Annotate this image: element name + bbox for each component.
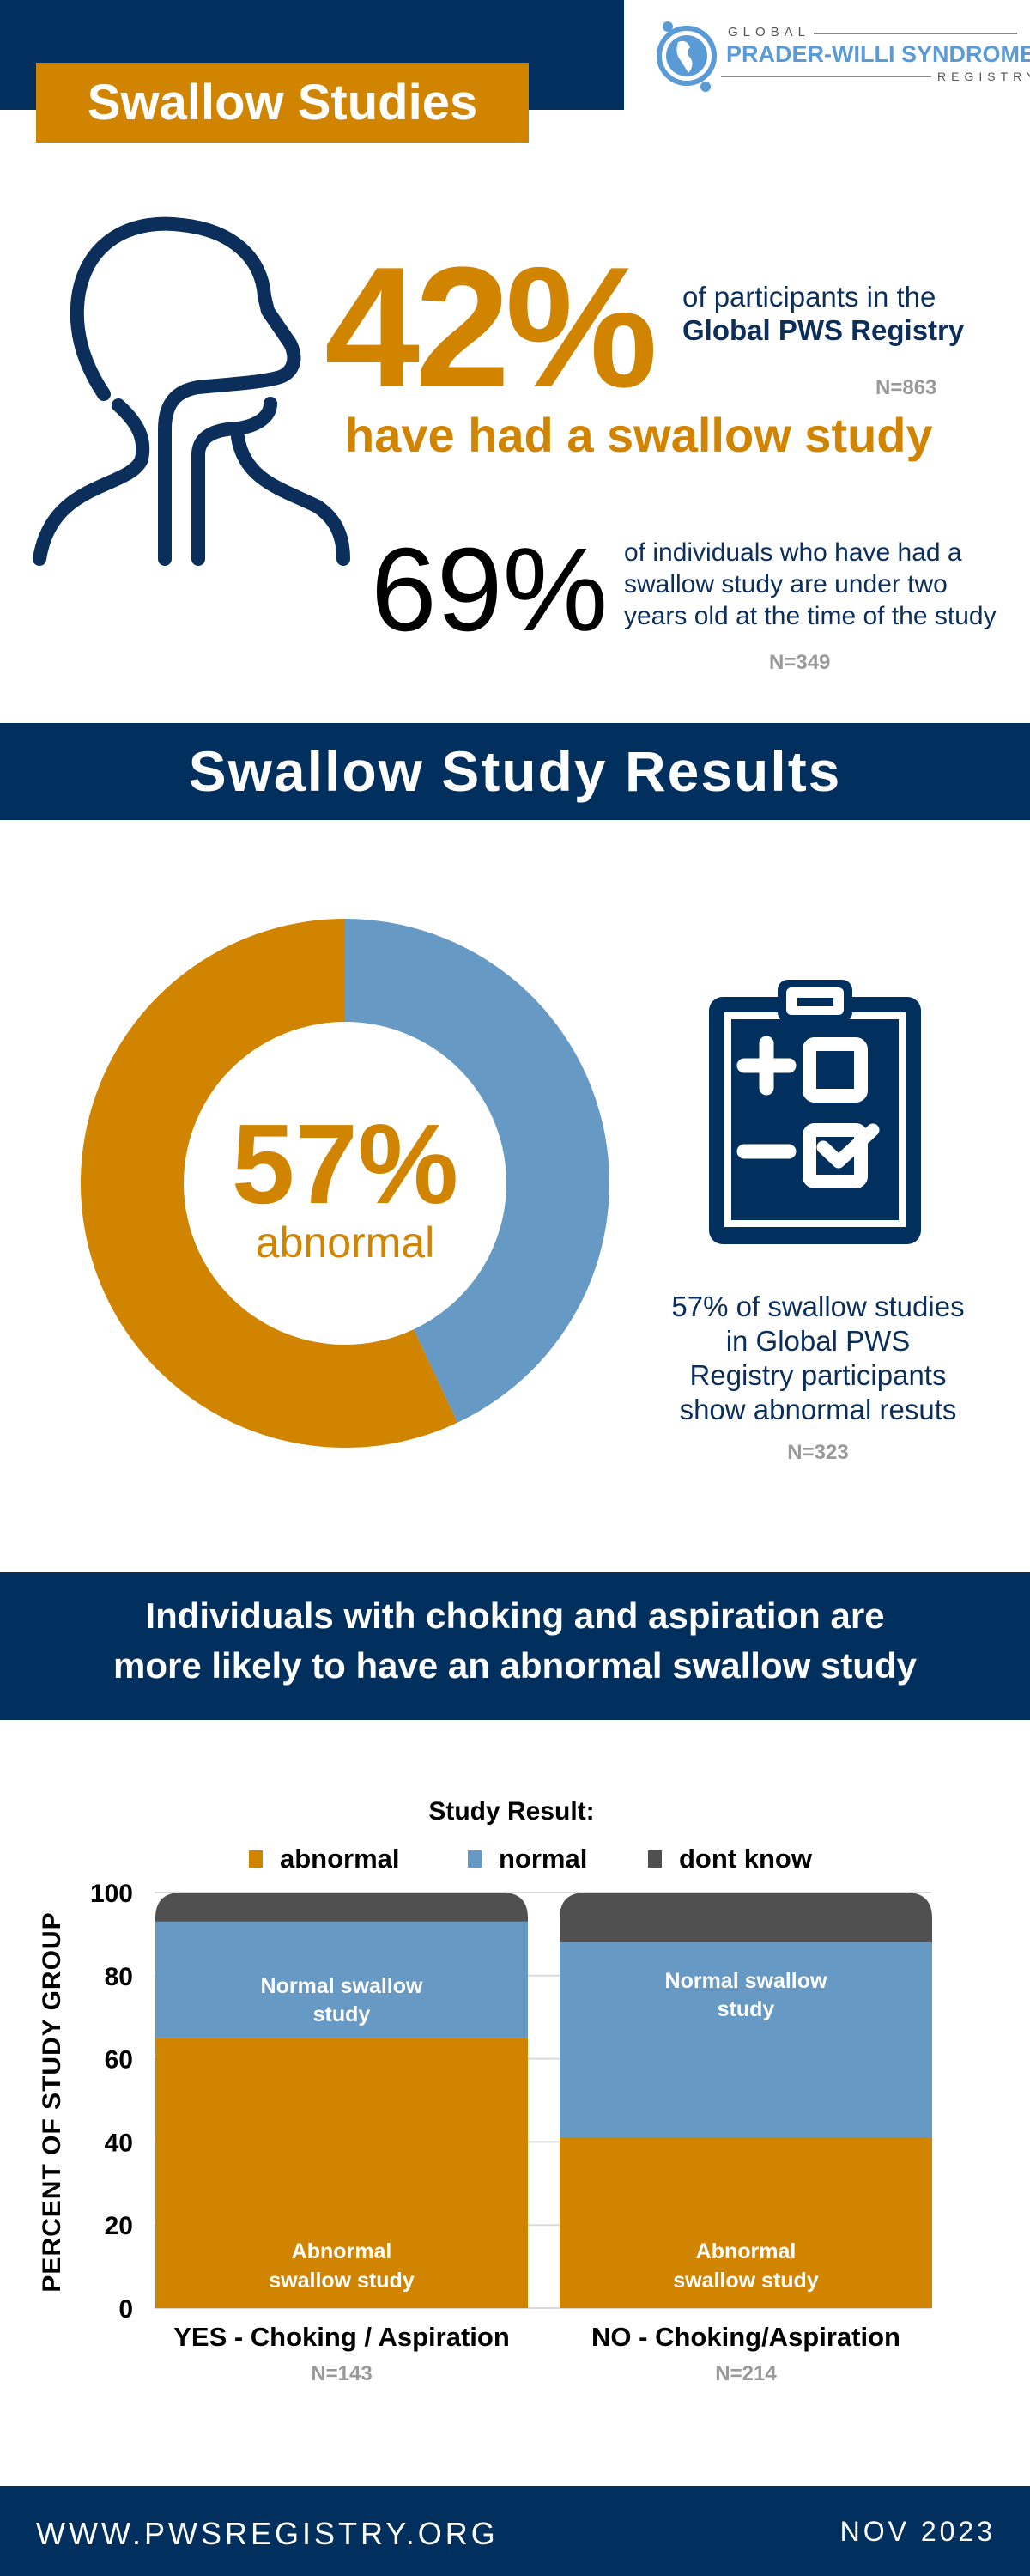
legend-swatch-abnormal (249, 1850, 263, 1868)
results-description: 57% of swallow studies in Global PWS Reg… (646, 1290, 990, 1427)
y-tick-label: 20 (105, 2212, 133, 2240)
bar-segment-normal (155, 1921, 528, 2038)
bar-segment-normal (560, 1942, 932, 2138)
clipboard-checklist-icon (709, 980, 921, 1244)
stat1-text-line1: of participants in the (682, 281, 936, 313)
legend-label: dont know (679, 1844, 813, 1874)
results-band (0, 723, 1030, 820)
description-line: in Global PWS (725, 1325, 911, 1357)
y-tick-label: 80 (105, 1963, 133, 1991)
footer-date: NOV 2023 (839, 2516, 996, 2547)
bar-annotation-abnormal: Abnormal (292, 2239, 392, 2263)
x-category-label: NO - Choking/Aspiration (591, 2322, 900, 2352)
bar-annotation-normal: study (313, 2002, 371, 2026)
stat2-line3: years old at the time of the study (624, 602, 997, 630)
stat1-caption: have had a swallow study (345, 408, 933, 462)
x-category-n: N=214 (715, 2362, 777, 2385)
stat1-value: 42% (324, 232, 657, 423)
head-throat-icon (33, 216, 350, 566)
stacked-bar-chart: Study Result: abnormal normal dont know 0 2… (38, 1797, 932, 2385)
y-tick-label: 0 (118, 2295, 133, 2324)
description-line: Registry participants (689, 1359, 947, 1391)
bar-annotation-abnormal: swallow study (673, 2269, 819, 2293)
bar-annotation-normal: Normal swallow (261, 1974, 423, 1998)
legend-label: normal (499, 1844, 587, 1874)
footer (0, 2486, 1030, 2576)
results-title: Swallow Study Results (188, 739, 842, 803)
donut-label: abnormal (255, 1218, 435, 1267)
choking-band (0, 1572, 1030, 1720)
choking-title-line1: Individuals with choking and aspiration … (145, 1595, 885, 1636)
stat2-n: N=349 (769, 651, 831, 674)
bar-annotation-abnormal: swallow study (269, 2269, 415, 2293)
y-tick-label: 100 (90, 1880, 133, 1908)
stat2-line1: of individuals who have had a (624, 538, 962, 567)
page-title: Swallow Studies (36, 63, 529, 143)
description-line: 57% of swallow studies (671, 1291, 965, 1322)
x-category-n: N=143 (311, 2362, 372, 2385)
logo-line2: PRADER-WILLI SYNDROME (726, 41, 1030, 67)
logo-line3: REGISTRY (937, 70, 1030, 83)
stat2-line2: swallow study are under two (624, 570, 948, 598)
footer-url[interactable]: WWW.PWSREGISTRY.ORG (36, 2516, 499, 2551)
bar-segment-dont-know (155, 1893, 528, 1922)
y-axis-title: PERCENT OF STUDY GROUP (38, 1911, 66, 2292)
y-tick-label: 40 (105, 2129, 133, 2157)
donut-slice-abnormal (81, 919, 458, 1448)
results-n: N=323 (787, 1441, 849, 1464)
description-line: show abnormal resuts (679, 1394, 957, 1425)
bar-annotation-abnormal: Abnormal (696, 2239, 797, 2263)
logo-line1: GLOBAL (728, 25, 815, 39)
bar-segment-abnormal (155, 2038, 528, 2308)
bar-annotation-normal: study (718, 1997, 775, 2021)
legend-swatch-normal (468, 1850, 482, 1868)
donut-value: 57% (231, 1101, 459, 1227)
legend-swatch-dont-know (648, 1850, 662, 1868)
stat2-value: 69% (371, 524, 609, 656)
legend-label: abnormal (280, 1844, 400, 1874)
globe-logo-icon (657, 21, 1017, 92)
donut-chart (81, 919, 609, 1448)
donut-slice-normal (345, 919, 609, 1423)
registry-logo[interactable]: GLOBAL PRADER-WILLI SYNDROME REGISTRY (652, 16, 1030, 95)
x-category-label: YES - Choking / Aspiration (173, 2322, 510, 2352)
y-tick-label: 60 (105, 2046, 133, 2075)
bar-segment-dont-know (560, 1893, 932, 1943)
bar-segment-abnormal (560, 2137, 932, 2308)
legend-title: Study Result: (428, 1797, 594, 1826)
choking-title-line2: more likely to have an abnormal swallow … (113, 1645, 917, 1686)
bar-annotation-normal: Normal swallow (665, 1969, 827, 1993)
stat1-n: N=863 (876, 376, 937, 399)
stat1-text-line2: Global PWS Registry (682, 314, 965, 346)
